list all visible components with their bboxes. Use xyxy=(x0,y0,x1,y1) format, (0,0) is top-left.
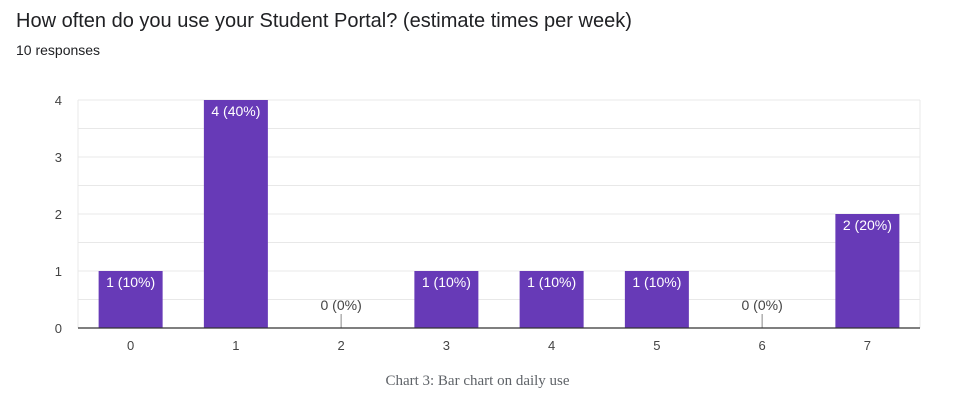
bar-data-label: 0 (0%) xyxy=(321,297,362,313)
question-title: How often do you use your Student Portal… xyxy=(16,10,632,32)
x-tick-label: 5 xyxy=(653,338,660,353)
y-tick-label: 2 xyxy=(55,207,62,222)
x-tick-label: 1 xyxy=(232,338,239,353)
bar-data-label: 1 (10%) xyxy=(106,274,155,290)
bar[interactable] xyxy=(624,271,689,328)
bar-data-labels: 1 (10%) 4 (40%) 0 (0%) 1 (10%) 1 (10%) 1 (10%… xyxy=(106,103,892,313)
bar-data-label: 1 (10%) xyxy=(422,274,471,290)
bar-data-label: 1 (10%) xyxy=(632,274,681,290)
x-tick-label: 0 xyxy=(127,338,134,353)
bar-data-label: 4 (40%) xyxy=(211,103,260,119)
x-tick-label: 6 xyxy=(759,338,766,353)
y-tick-labels: 0 1 2 3 4 xyxy=(55,93,62,336)
bar[interactable] xyxy=(835,214,900,328)
x-tick-label: 2 xyxy=(338,338,345,353)
bar-data-label: 1 (10%) xyxy=(527,274,576,290)
response-count: 10 responses xyxy=(16,42,101,58)
y-tick-label: 1 xyxy=(55,264,62,279)
x-tick-label: 3 xyxy=(443,338,450,353)
y-tick-label: 4 xyxy=(55,93,62,108)
y-tick-label: 0 xyxy=(55,321,62,336)
bar[interactable] xyxy=(414,271,479,328)
y-tick-label: 3 xyxy=(55,150,62,165)
bar[interactable] xyxy=(203,100,268,328)
bar[interactable] xyxy=(519,271,584,328)
bar-data-label: 2 (20%) xyxy=(843,217,892,233)
chart-caption: Chart 3: Bar chart on daily use xyxy=(385,373,570,389)
x-tick-label: 7 xyxy=(864,338,871,353)
x-tick-labels: 0 1 2 3 4 5 6 7 xyxy=(127,338,871,353)
bar[interactable] xyxy=(98,271,163,328)
bar-data-label: 0 (0%) xyxy=(742,297,783,313)
x-tick-label: 4 xyxy=(548,338,555,353)
bars xyxy=(98,100,900,328)
